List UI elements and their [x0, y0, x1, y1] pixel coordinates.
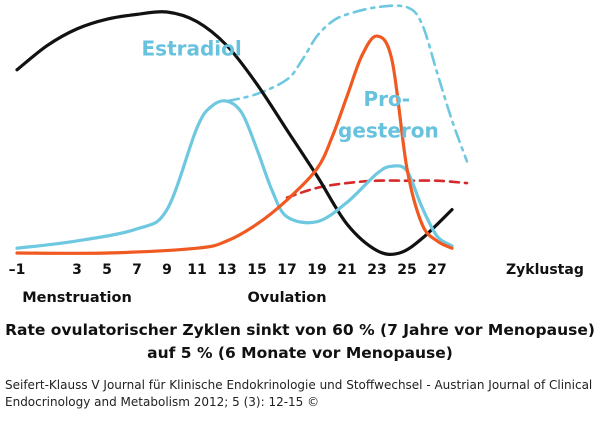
x-axis-label: Zyklustag [506, 262, 584, 278]
series-line-progesteron-perimenopause [285, 179, 469, 199]
x-tick-label: 25 [397, 262, 416, 278]
hormone-cycle-chart: FSHEstradiolPro-gesteron–135791113151719… [9, 4, 584, 306]
x-tick-label: –1 [9, 262, 26, 278]
x-tick-label: 3 [72, 262, 82, 278]
x-tick-label: 13 [217, 262, 236, 278]
phase-label-menstruation: Menstruation [22, 290, 132, 306]
x-tick-label: 15 [247, 262, 266, 278]
x-tick-label: 7 [132, 262, 142, 278]
series-line-estradiol-perimenopause [225, 4, 469, 163]
x-tick-label: 5 [102, 262, 112, 278]
series-line-fsh [15, 10, 454, 256]
x-tick-label: 19 [307, 262, 326, 278]
series-label-progesteron-2: Pro- [364, 87, 411, 111]
source-citation: Seifert-Klauss V Journal für Klinische E… [5, 378, 593, 409]
x-tick-label: 23 [367, 262, 386, 278]
x-tick-label: 21 [337, 262, 356, 278]
series-label-estradiol-1: Estradiol [142, 36, 242, 60]
caption-line-2: auf 5 % (6 Monate vor Menopause) [147, 344, 453, 362]
x-tick-label: 9 [162, 262, 172, 278]
caption-line-1: Rate ovulatorischer Zyklen sinkt von 60 … [5, 321, 595, 339]
x-tick-label: 11 [187, 262, 206, 278]
series-line-progesteron [15, 34, 454, 255]
x-tick-label: 17 [277, 262, 296, 278]
phase-label-ovulation: Ovulation [247, 290, 326, 306]
series-label-progesteron-3: gesteron [338, 118, 439, 142]
x-tick-label: 27 [427, 262, 446, 278]
